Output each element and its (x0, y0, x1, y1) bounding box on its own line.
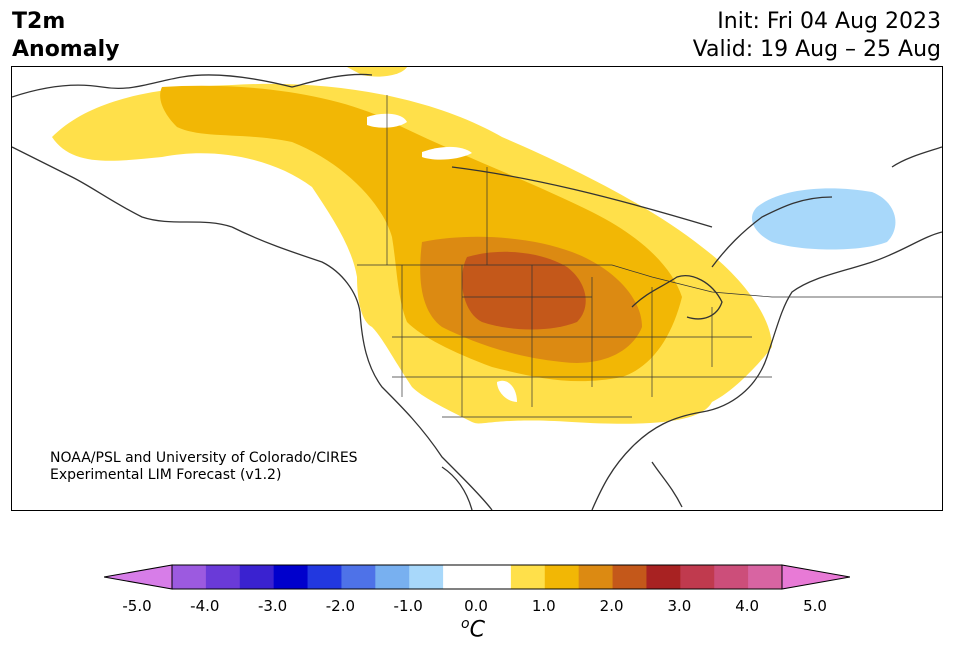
political-borders (357, 95, 942, 418)
anomaly-gap (497, 380, 517, 402)
coastlines (12, 73, 942, 510)
anomaly-region-minus-0-5 (752, 188, 896, 250)
valid-period: Valid: 19 Aug – 25 Aug (692, 37, 941, 62)
attribution-line-1: NOAA/PSL and University of Colorado/CIRE… (50, 450, 358, 466)
colorbar-tick-label: -2.0 (325, 597, 356, 615)
colorbar-cell (273, 565, 309, 589)
colorbar-low-arrow (104, 564, 173, 590)
map-svg (12, 67, 942, 510)
anomaly-gap (422, 146, 472, 160)
colorbar-cell (714, 565, 749, 589)
colorbar-unit: oC (461, 616, 485, 642)
colorbar-cell (612, 565, 647, 589)
unit-celsius: C (469, 617, 485, 643)
attribution: NOAA/PSL and University of Colorado/CIRE… (50, 450, 358, 484)
colorbar-tick-label: -5.0 (122, 597, 152, 615)
colorbar-high-arrow (781, 564, 850, 590)
colorbar-tick-label: 0.0 (464, 597, 488, 615)
colorbar-outline (171, 564, 783, 590)
colorbar-cell (239, 565, 275, 589)
colorbar-tick-label: 3.0 (667, 597, 692, 615)
map-title: T2m Anomaly (12, 8, 119, 64)
colorbar-cell (544, 565, 580, 589)
colorbar-tick-label: -4.0 (190, 597, 220, 615)
forecast-dates: Init: Fri 04 Aug 2023 Valid: 19 Aug – 25… (693, 8, 941, 64)
title-line-2: Anomaly (12, 37, 120, 62)
colorbar-cell (578, 565, 614, 589)
colorbar-cell (646, 565, 681, 589)
colorbar-tick-label: 4.0 (735, 597, 760, 615)
colorbar-tick-label: 2.0 (599, 597, 624, 615)
colorbar-cell (477, 565, 512, 589)
colorbar-cell (341, 565, 376, 589)
colorbar-tick-label: -1.0 (393, 597, 423, 615)
colorbar-tick-label: 5.0 (803, 597, 827, 615)
colorbar-cell (748, 565, 783, 589)
title-line-1: T2m (12, 9, 66, 34)
colorbar-tick-label: 1.0 (531, 597, 556, 615)
colorbar-cell (205, 565, 241, 589)
attribution-line-2: Experimental LIM Forecast (v1.2) (50, 467, 282, 483)
colorbar-cell (510, 565, 546, 589)
colorbar-tick-label: -3.0 (257, 597, 288, 615)
anomaly-map: NOAA/PSL and University of Colorado/CIRE… (11, 66, 943, 511)
colorbar-cell (375, 565, 410, 589)
colorbar-cell (307, 565, 342, 589)
colorbar-cells (172, 565, 783, 589)
colorbar-cell (443, 565, 478, 589)
colorbar-cell (172, 565, 207, 589)
colorbar (104, 564, 850, 590)
colorbar-cell (409, 565, 444, 589)
unit-degree: o (461, 616, 470, 632)
colorbar-cell (680, 565, 715, 589)
init-date: Init: Fri 04 Aug 2023 (717, 9, 941, 34)
anomaly-region-plus-2-0 (462, 251, 586, 330)
